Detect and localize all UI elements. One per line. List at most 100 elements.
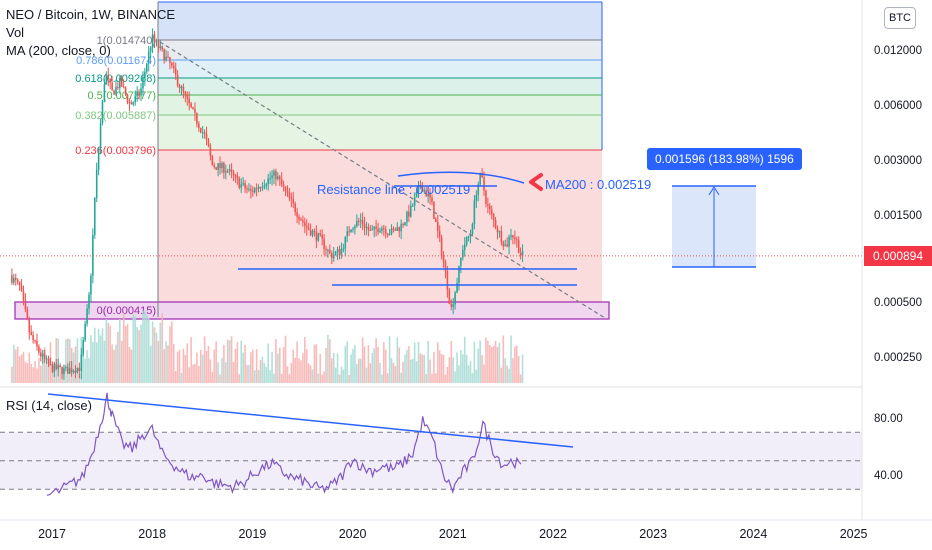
price-tick-0.001500: 0.001500	[874, 210, 922, 222]
candle-body	[504, 244, 507, 247]
candle-body	[259, 187, 262, 189]
candle-body	[107, 74, 110, 79]
volume-bar	[45, 364, 48, 383]
volume-bar	[408, 346, 410, 383]
candle-body	[255, 188, 258, 190]
candle-body	[228, 169, 231, 172]
volume-bar	[119, 319, 121, 383]
candle-body	[498, 231, 501, 233]
volume-bar	[367, 345, 370, 383]
volume-bar	[13, 344, 15, 383]
price-tick-0.003000: 0.003000	[874, 155, 922, 167]
candle-body	[408, 211, 410, 217]
volume-bar	[234, 348, 237, 383]
volume-bar	[151, 321, 154, 383]
candle-body	[409, 205, 412, 217]
volume-bar	[20, 354, 23, 383]
candle-body	[302, 220, 304, 223]
measure-label: 0.001596 (183.98%) 1596	[647, 148, 802, 170]
volume-bar	[398, 347, 401, 383]
candle-body	[471, 223, 474, 235]
fib-label-0.5: 0.5(0.007577)	[88, 90, 157, 102]
candle-body	[479, 172, 481, 185]
candle-body	[296, 212, 298, 217]
volume-bar	[498, 342, 501, 383]
candle-body	[149, 47, 152, 52]
volume-bar	[159, 322, 162, 383]
volume-bar	[440, 353, 443, 383]
candle-body	[47, 358, 50, 365]
candle-body	[427, 193, 429, 197]
candle-body	[371, 229, 374, 231]
volume-bar	[240, 340, 243, 383]
volume-bar	[157, 340, 160, 383]
candle-body	[186, 94, 189, 99]
candle-body	[122, 86, 125, 88]
volume-bar	[269, 370, 271, 383]
fib-label-0.618: 0.618(0.009268)	[75, 73, 156, 85]
currency-badge[interactable]: BTC	[884, 7, 916, 29]
candle-body	[367, 226, 370, 230]
volume-bar	[182, 348, 185, 383]
volume-bar	[302, 353, 304, 383]
candle-body	[225, 171, 227, 173]
volume-bar	[142, 310, 144, 383]
candle-body	[396, 227, 399, 231]
volume-bar	[43, 347, 46, 383]
volume-bar	[363, 346, 366, 383]
candle-body	[500, 231, 503, 243]
volume-bar	[59, 365, 61, 383]
volume-bar	[488, 344, 491, 383]
volume-bar	[199, 349, 202, 383]
candle-body	[196, 112, 198, 124]
candle-body	[481, 172, 483, 178]
time-tick-2017: 2017	[38, 527, 66, 541]
candle-body	[174, 68, 177, 75]
candle-body	[290, 197, 293, 199]
candle-body	[240, 184, 243, 188]
candle-body	[450, 303, 453, 307]
candle-body	[269, 178, 271, 180]
candle-body	[209, 146, 212, 156]
volume-bar	[263, 362, 266, 383]
volume-bar	[521, 354, 524, 383]
candle-body	[338, 249, 341, 256]
volume-bar	[473, 341, 476, 383]
candle-body	[521, 251, 524, 256]
volume-bar	[246, 365, 248, 383]
rsi-line	[46, 392, 522, 496]
candle-body	[178, 85, 181, 88]
candle-body	[57, 365, 59, 370]
volume-bar	[390, 358, 393, 383]
candle-body	[300, 219, 302, 221]
candle-body	[111, 82, 113, 91]
candle-body	[379, 230, 381, 233]
support-zone	[14, 301, 610, 320]
candle-body	[292, 198, 295, 204]
volume-bar	[251, 349, 254, 383]
volume-bar	[219, 374, 221, 383]
candle-body	[278, 176, 281, 180]
candle-body	[194, 109, 196, 113]
candle-body	[423, 190, 426, 192]
candle-body	[475, 194, 478, 201]
candle-body	[257, 187, 260, 190]
candle-body	[463, 244, 466, 250]
price-tick-0.006000: 0.006000	[874, 100, 922, 112]
candle-body	[117, 86, 119, 89]
volume-bar	[438, 350, 441, 383]
candle-body	[490, 209, 493, 215]
volume-bar	[230, 336, 233, 383]
volume-bar	[504, 358, 507, 383]
fib-zone-3	[158, 78, 602, 95]
candle-body	[406, 211, 408, 223]
volume-bar	[101, 328, 104, 383]
candle-body	[201, 132, 204, 134]
volume-bar	[288, 374, 291, 383]
candle-body	[36, 340, 38, 347]
volume-bar	[340, 366, 343, 383]
volume-bar	[34, 361, 36, 383]
candle-body	[288, 192, 291, 198]
